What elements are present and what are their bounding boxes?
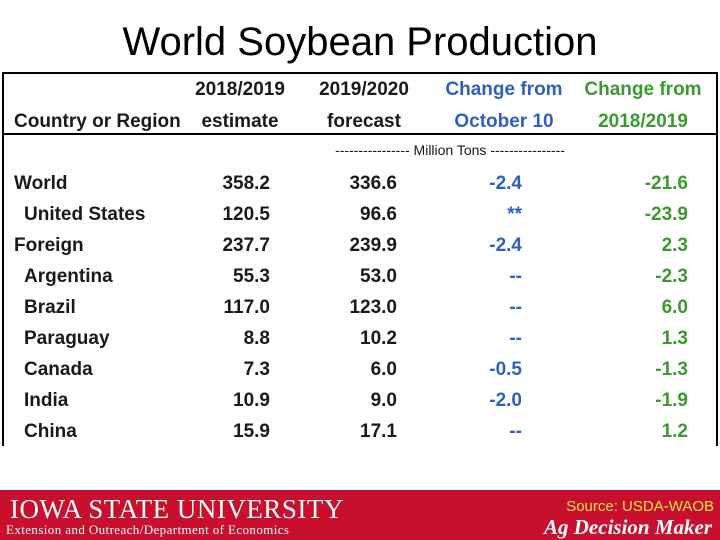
row-change-oct: -- — [509, 297, 522, 318]
row-change-oct: -2.4 — [489, 235, 522, 256]
production-table: Country or Region 2018/2019 estimate 201… — [0, 72, 720, 446]
header-oct-line1: Change from — [445, 79, 563, 100]
ag-decision-maker-logo: Ag Decision Maker — [544, 515, 712, 539]
table-row: Foreign 237.7 239.9 -2.4 2.3 — [0, 230, 720, 261]
row-2018: 15.9 — [233, 421, 270, 442]
row-2019: 9.0 — [370, 390, 397, 411]
row-name: Paraguay — [24, 328, 110, 349]
row-2019: 53.0 — [360, 266, 397, 287]
row-2018: 7.3 — [243, 359, 270, 380]
row-change-oct: -2.0 — [489, 390, 522, 411]
row-name: Brazil — [24, 297, 76, 318]
row-change-year: 1.2 — [661, 421, 688, 442]
header-divider — [4, 133, 716, 135]
row-2019: 336.6 — [349, 173, 397, 194]
row-change-oct: -- — [509, 328, 522, 349]
header-2019-line1: 2019/2020 — [319, 79, 409, 100]
slide-title: World Soybean Production — [122, 20, 598, 64]
row-2018: 117.0 — [223, 297, 271, 318]
department-label: Extension and Outreach/Department of Eco… — [6, 522, 290, 537]
table-row: Canada 7.3 6.0 -0.5 -1.3 — [0, 354, 720, 385]
header-country: Country or Region — [14, 111, 181, 132]
table-row: China 15.9 17.1 -- 1.2 — [0, 416, 720, 447]
row-2019: 96.6 — [360, 204, 397, 225]
university-wordmark: IOWA STATE UNIVERSITY — [10, 494, 344, 524]
row-2019: 123.0 — [349, 297, 397, 318]
row-2018: 8.8 — [243, 328, 270, 349]
table-row: Argentina 55.3 53.0 -- -2.3 — [0, 261, 720, 292]
table-right-rule — [716, 72, 718, 446]
row-2018: 10.9 — [233, 390, 270, 411]
row-2018: 120.5 — [222, 204, 270, 225]
row-change-year: 2.3 — [661, 235, 688, 256]
row-change-year: -1.3 — [655, 359, 688, 380]
footer-banner: IOWA STATE UNIVERSITY Extension and Outr… — [0, 490, 720, 540]
source-label: Source: USDA-WAOB — [566, 498, 714, 515]
row-change-year: 1.3 — [661, 328, 688, 349]
table-row: World 358.2 336.6 -2.4 -21.6 — [0, 168, 720, 199]
header-2018-line2: estimate — [201, 111, 279, 132]
row-2018: 358.2 — [222, 173, 270, 194]
row-name: India — [24, 390, 69, 411]
header-change-line2: 2018/2019 — [598, 111, 688, 132]
row-name: Foreign — [14, 235, 84, 256]
header-2018-line1: 2018/2019 — [195, 79, 285, 100]
row-name: China — [24, 421, 77, 442]
row-2019: 17.1 — [360, 421, 397, 442]
row-2018: 55.3 — [233, 266, 270, 287]
row-change-oct: -2.4 — [489, 173, 522, 194]
row-change-year: -23.9 — [644, 204, 688, 225]
row-name: World — [14, 173, 68, 194]
header-oct-line2: October 10 — [454, 111, 554, 132]
row-name: United States — [24, 204, 146, 225]
row-change-year: -2.3 — [655, 266, 688, 287]
row-change-oct: -- — [509, 421, 522, 442]
row-2018: 237.7 — [222, 235, 270, 256]
row-2019: 10.2 — [360, 328, 397, 349]
table-top-rule — [2, 72, 718, 74]
table-left-rule — [2, 72, 4, 446]
row-change-year: -1.9 — [655, 390, 688, 411]
row-change-oct: -0.5 — [489, 359, 522, 380]
row-change-year: -21.6 — [644, 173, 688, 194]
units-label: ---------------- Million Tons ----------… — [335, 142, 565, 158]
header-change-line1: Change from — [584, 79, 702, 100]
row-2019: 239.9 — [349, 235, 397, 256]
row-name: Argentina — [24, 266, 113, 287]
table-row: Brazil 117.0 123.0 -- 6.0 — [0, 292, 720, 323]
header-2019-line2: forecast — [327, 111, 401, 132]
row-change-oct: -- — [509, 266, 522, 287]
row-2019: 6.0 — [370, 359, 397, 380]
table-row: United States 120.5 96.6 ** -23.9 — [0, 199, 720, 230]
table-row: Paraguay 8.8 10.2 -- 1.3 — [0, 323, 720, 354]
row-change-year: 6.0 — [661, 297, 688, 318]
table-row: India 10.9 9.0 -2.0 -1.9 — [0, 385, 720, 416]
row-name: Canada — [24, 359, 93, 380]
row-change-oct: ** — [507, 204, 522, 225]
